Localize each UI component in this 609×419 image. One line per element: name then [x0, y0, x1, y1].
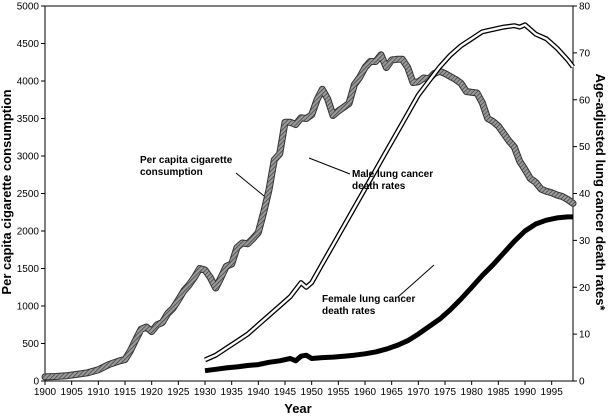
y-right-tick-label: 50 [579, 142, 591, 153]
y-left-tick-label: 4000 [17, 77, 40, 88]
y-axis-left-title: Per capita cigarette consumption [0, 89, 14, 294]
y-axis-right-title: Age-adjusted lung cancer death rates* [593, 74, 608, 312]
x-tick-label: 1990 [514, 387, 537, 398]
x-tick-label: 1980 [461, 387, 484, 398]
x-tick-label: 1955 [327, 387, 350, 398]
y-left-tick-label: 3000 [17, 152, 40, 163]
series-layer [41, 22, 577, 381]
y-left-tick-label: 0 [33, 377, 39, 388]
x-tick-label: 1945 [274, 387, 297, 398]
series-line [204, 23, 574, 361]
series-label-2: Male lung cancer death rates [352, 169, 433, 192]
y-left-tick-label: 1500 [17, 264, 40, 275]
plot-border [44, 5, 574, 382]
x-tick-label: 1900 [34, 387, 57, 398]
y-right-tick-label: 40 [579, 189, 591, 200]
x-tick-label: 1935 [221, 387, 244, 398]
y-right-tick-label: 20 [579, 283, 591, 294]
y-left-tick-label: 3500 [17, 114, 40, 125]
y-right-tick-label: 80 [579, 2, 591, 13]
series-line-outline [41, 51, 577, 381]
y-left-tick-label: 1000 [17, 302, 40, 313]
y-right-tick-label: 30 [579, 236, 591, 247]
series-label-line: Male lung cancer [352, 169, 433, 180]
x-tick-label: 1965 [381, 387, 404, 398]
y-axis-right: 0 10 20 30 40 50 60 70 80 [573, 2, 591, 388]
series-1 [41, 51, 577, 381]
x-tick-label: 1930 [194, 387, 217, 398]
y-right-tick-label: 10 [579, 330, 591, 341]
x-tick-label: 1910 [87, 387, 110, 398]
y-left-tick-label: 4500 [17, 39, 40, 50]
x-tick-label: 1920 [141, 387, 164, 398]
x-tick-label: 1975 [434, 387, 457, 398]
x-tick-label: 1915 [114, 387, 137, 398]
series-label-line: Female lung cancer [322, 294, 415, 305]
y-left-tick-label: 500 [22, 339, 39, 350]
series-label-line: Per capita cigarette [140, 155, 233, 166]
y-right-tick-label: 60 [579, 95, 591, 106]
series-label-3: Female lung cancer death rates [322, 294, 415, 317]
y-left-tick-label: 5000 [17, 2, 40, 13]
x-tick-label: 1925 [167, 387, 190, 398]
series-label-leader [235, 172, 265, 197]
y-left-tick-label: 2000 [17, 227, 40, 238]
y-left-tick-label: 2500 [17, 189, 40, 200]
series-label-line: death rates [352, 181, 406, 192]
x-axis-title: Year [284, 401, 311, 416]
y-right-tick-label: 70 [579, 48, 591, 59]
series-line [42, 52, 576, 380]
x-tick-label: 1960 [354, 387, 377, 398]
series-label-line: consumption [140, 167, 203, 178]
x-tick-label: 1905 [61, 387, 84, 398]
series-3 [204, 214, 573, 374]
annotations: Per capita cigarette consumption Male lung… [140, 155, 435, 317]
series-label-line: death rates [322, 306, 376, 317]
x-tick-label: 1985 [487, 387, 510, 398]
x-tick-label: 1970 [407, 387, 430, 398]
x-tick-label: 1950 [301, 387, 324, 398]
y-right-tick-label: 0 [579, 377, 585, 388]
series-label-leader [308, 157, 351, 175]
x-tick-label: 1995 [541, 387, 564, 398]
x-axis: 1900 1905 1910 1915 1920 1925 1930 1935 1940 1945… [34, 381, 563, 398]
y-axis-left: 0 500 1000 1500 2000 2500 3000 3500 4000 4500 5000 [17, 2, 45, 388]
series-label-1: Per capita cigarette consumption [140, 155, 233, 178]
series-2 [203, 22, 575, 363]
series-label-leader [397, 264, 435, 298]
series-line [204, 214, 573, 374]
plot-frame [44, 5, 574, 382]
x-tick-label: 1940 [247, 387, 270, 398]
